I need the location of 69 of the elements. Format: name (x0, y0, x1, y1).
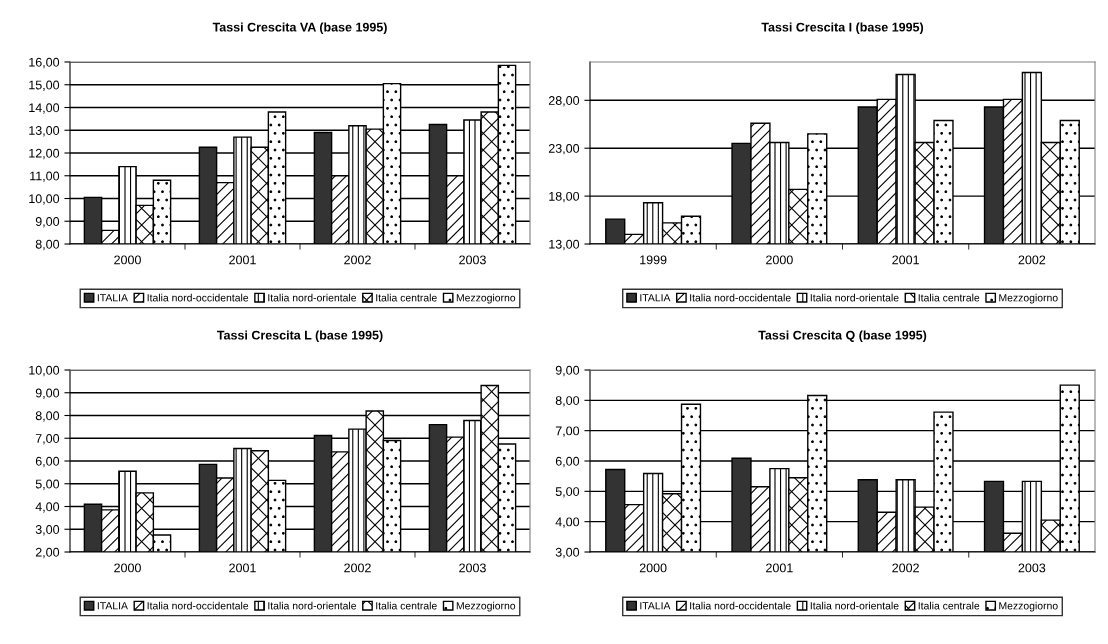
y-tick-label: 9,00 (555, 365, 580, 377)
legend-label: Italia nord-orientale (810, 293, 899, 302)
y-tick-label: 12,00 (29, 148, 60, 160)
y-tick-label: 8,00 (555, 396, 580, 407)
y-tick-label: 6,00 (555, 456, 580, 468)
y-tick-label: 28,00 (548, 96, 580, 107)
x-tick-label: 2003 (459, 563, 486, 573)
legend-label: Mezzogiorno (456, 601, 516, 612)
legend-label: ITALIA (640, 294, 671, 302)
chart-title: Tassi Crescita VA (base 1995) (212, 22, 387, 35)
legend-label: Italia nord-occidentale (147, 293, 249, 302)
y-tick-label: 4,00 (555, 517, 580, 528)
y-tick-label: 6,00 (35, 456, 60, 468)
y-tick-label: 13,00 (29, 126, 60, 137)
x-tick-label: 2001 (229, 255, 256, 265)
y-tick-label: 8,00 (35, 411, 60, 422)
x-tick-label: 2002 (344, 255, 371, 265)
y-tick-label: 8,00 (35, 239, 60, 251)
x-tick-label: 2002 (1018, 255, 1046, 265)
y-tick-label: 2,00 (35, 547, 60, 559)
y-tick-label: 13,00 (549, 239, 580, 251)
y-tick-label: 10,00 (29, 194, 60, 205)
legend-label: Italia nord-orientale (268, 601, 357, 610)
chart-title: Tassi Crescita I (base 1995) (761, 22, 924, 35)
legend-label: Italia nord-orientale (810, 601, 899, 610)
y-tick-label: 9,00 (35, 217, 60, 228)
legend-label: Italia nord-occidentale (690, 601, 791, 610)
x-tick-label: 2002 (892, 563, 919, 573)
x-tick-label: 2000 (114, 563, 141, 573)
x-tick-label: 2001 (229, 563, 256, 573)
y-tick-label: 5,00 (35, 479, 60, 490)
legend-label: Italia centrale (376, 601, 437, 610)
legend-label: Mezzogiorno (999, 601, 1058, 612)
y-tick-label: 10,00 (29, 365, 60, 377)
legend-label: ITALIA (640, 602, 671, 610)
y-tick-label: 7,00 (555, 426, 580, 437)
y-tick-label: 3,00 (555, 547, 580, 559)
legend-label: Mezzogiorno (999, 293, 1058, 304)
x-tick-label: 2001 (766, 563, 793, 573)
x-tick-label: 2000 (114, 255, 141, 265)
x-tick-label: 2000 (766, 255, 793, 265)
y-tick-label: 3,00 (35, 525, 60, 536)
y-tick-label: 15,00 (29, 80, 60, 91)
y-tick-label: 18,00 (549, 191, 580, 203)
x-tick-label: 1999 (640, 255, 667, 265)
x-tick-label: 2001 (892, 255, 919, 265)
chart-title: Tassi Crescita Q (base 1995) (758, 330, 927, 343)
legend-label: Mezzogiorno (456, 293, 516, 304)
legend-label: Italia centrale (918, 293, 980, 302)
legend-label: ITALIA (97, 602, 128, 610)
legend-label: Italia centrale (918, 601, 980, 610)
y-tick-label: 9,00 (35, 388, 60, 399)
y-tick-label: 14,00 (29, 103, 60, 114)
x-tick-label: 2000 (639, 563, 667, 573)
x-tick-label: 2002 (344, 563, 371, 573)
chart-title: Tassi Crescita L (base 1995) (216, 330, 383, 343)
y-tick-label: 16,00 (29, 57, 60, 69)
legend-label: Italia nord-occidentale (147, 601, 249, 610)
y-tick-label: 7,00 (35, 434, 60, 445)
y-tick-label: 5,00 (555, 487, 580, 498)
legend-label: Italia nord-occidentale (690, 293, 791, 302)
y-tick-label: 4,00 (35, 502, 60, 513)
y-tick-label: 23,00 (548, 144, 580, 155)
legend-label: ITALIA (97, 294, 128, 302)
y-tick-label: 11,00 (30, 171, 60, 182)
x-tick-label: 2003 (1018, 563, 1046, 573)
x-tick-label: 2003 (459, 255, 486, 265)
legend-label: Italia centrale (376, 293, 437, 302)
legend-label: Italia nord-orientale (268, 293, 357, 302)
